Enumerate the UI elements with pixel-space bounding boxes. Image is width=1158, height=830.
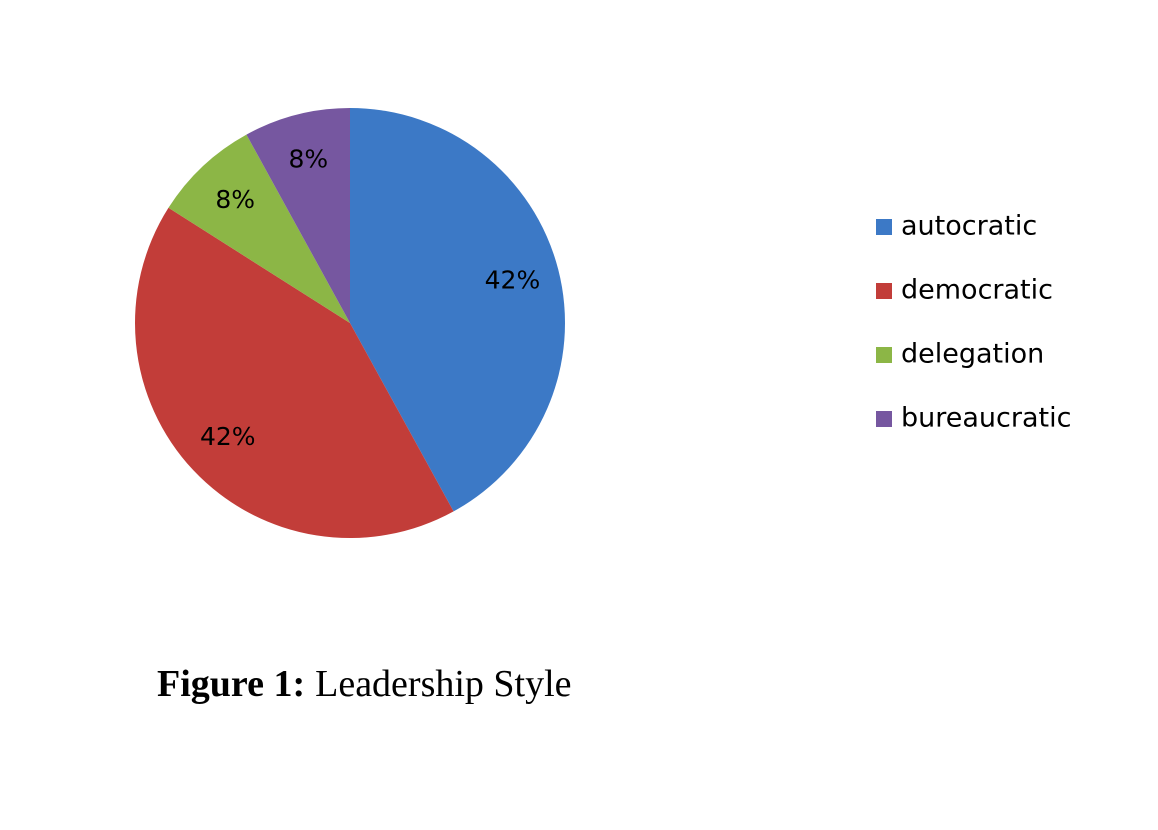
legend-swatch bbox=[876, 411, 892, 427]
legend: autocratic democratic delegation bureaucrat… bbox=[876, 211, 1071, 434]
caption: Figure 1: Leadership Style bbox=[157, 663, 572, 705]
caption-label: Figure 1: bbox=[157, 663, 305, 705]
legend-swatch bbox=[876, 347, 892, 363]
data-label: 42% bbox=[485, 265, 541, 294]
data-label: 8% bbox=[288, 145, 328, 174]
caption-text: Leadership Style bbox=[315, 663, 571, 705]
pie-slice bbox=[168, 134, 350, 323]
data-label: 42% bbox=[200, 422, 256, 451]
legend-label: autocratic bbox=[901, 211, 1037, 242]
legend-label: democratic bbox=[901, 275, 1053, 306]
pie-slice bbox=[350, 108, 566, 512]
pie-slice bbox=[246, 108, 350, 323]
pie: 42% 42% 8% 8% bbox=[135, 108, 566, 538]
legend-label: delegation bbox=[901, 339, 1044, 370]
pie-slice bbox=[135, 207, 454, 538]
legend-label: bureaucratic bbox=[901, 403, 1071, 434]
legend-swatch bbox=[876, 283, 892, 299]
data-label: 8% bbox=[215, 185, 255, 214]
legend-swatch bbox=[876, 219, 892, 235]
